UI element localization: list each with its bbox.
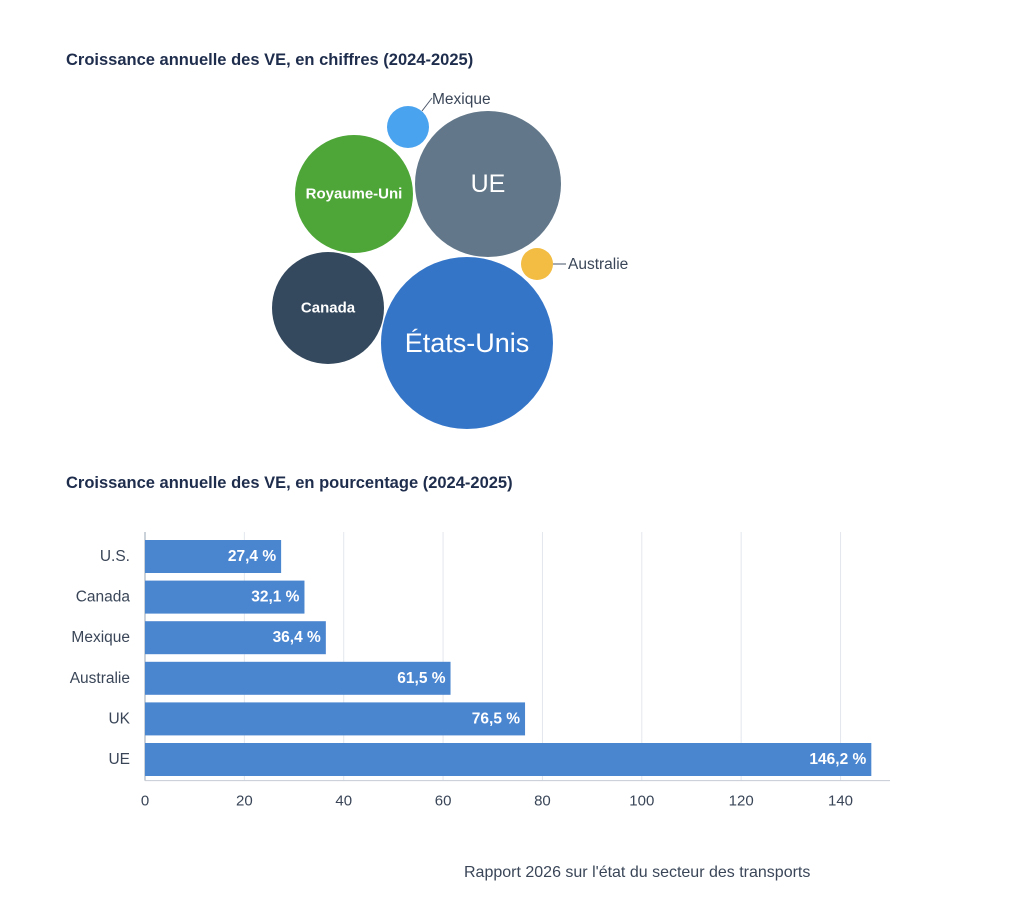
bubble-label-canada: Canada	[301, 300, 356, 317]
category-label: Mexique	[71, 629, 130, 646]
bar-value-label: 146,2 %	[809, 751, 866, 768]
bubble-etats-unis	[381, 257, 553, 429]
bubble-label-ue: UE	[471, 170, 506, 198]
x-tick-label: 140	[828, 793, 853, 810]
x-tick-label: 100	[629, 793, 654, 810]
bubble-label-australie: Australie	[568, 256, 628, 273]
bar	[145, 621, 326, 655]
bar-value-label: 32,1 %	[251, 589, 299, 606]
bar-value-label: 76,5 %	[472, 710, 520, 727]
category-label: Canada	[76, 589, 131, 606]
bubble-australie	[521, 248, 553, 280]
bar-value-label: 61,5 %	[397, 670, 445, 687]
bar-value-label: 36,4 %	[273, 629, 321, 646]
bubble-label-etats-unis: États-Unis	[405, 328, 530, 358]
bar	[145, 580, 305, 614]
bubble-chart: États-Unis UE Royaume-Uni Canada Mexique Aust…	[272, 91, 628, 429]
bar-chart-title: Croissance annuelle des VE, en pourcenta…	[66, 474, 513, 492]
bar-value-label: 27,4 %	[228, 548, 276, 565]
report-footer: Rapport 2026 sur l'état du secteur des t…	[464, 864, 811, 881]
bubble-label-mexique: Mexique	[432, 91, 491, 108]
bubble-label-royaume-uni: Royaume-Uni	[306, 186, 403, 203]
bubble-mexique	[387, 106, 429, 148]
category-label: UK	[108, 710, 130, 727]
bar	[145, 702, 526, 736]
x-tick-label: 20	[236, 793, 253, 810]
category-label: U.S.	[100, 548, 130, 565]
x-tick-label: 120	[729, 793, 754, 810]
bubble-ue	[415, 111, 561, 257]
bubble-leader-mexique	[421, 97, 433, 112]
bar	[145, 540, 282, 573]
x-tick-label: 40	[335, 793, 352, 810]
bubble-canada	[272, 252, 384, 364]
bubble-royaume-uni	[295, 135, 413, 253]
x-tick-label: 60	[435, 793, 452, 810]
bubble-chart-title: Croissance annuelle des VE, en chiffres …	[66, 51, 474, 69]
x-tick-label: 80	[534, 793, 551, 810]
bar	[145, 661, 451, 695]
bar	[145, 743, 872, 776]
category-label: Australie	[70, 670, 130, 687]
category-label: UE	[108, 751, 130, 768]
x-tick-label: 0	[141, 793, 149, 810]
